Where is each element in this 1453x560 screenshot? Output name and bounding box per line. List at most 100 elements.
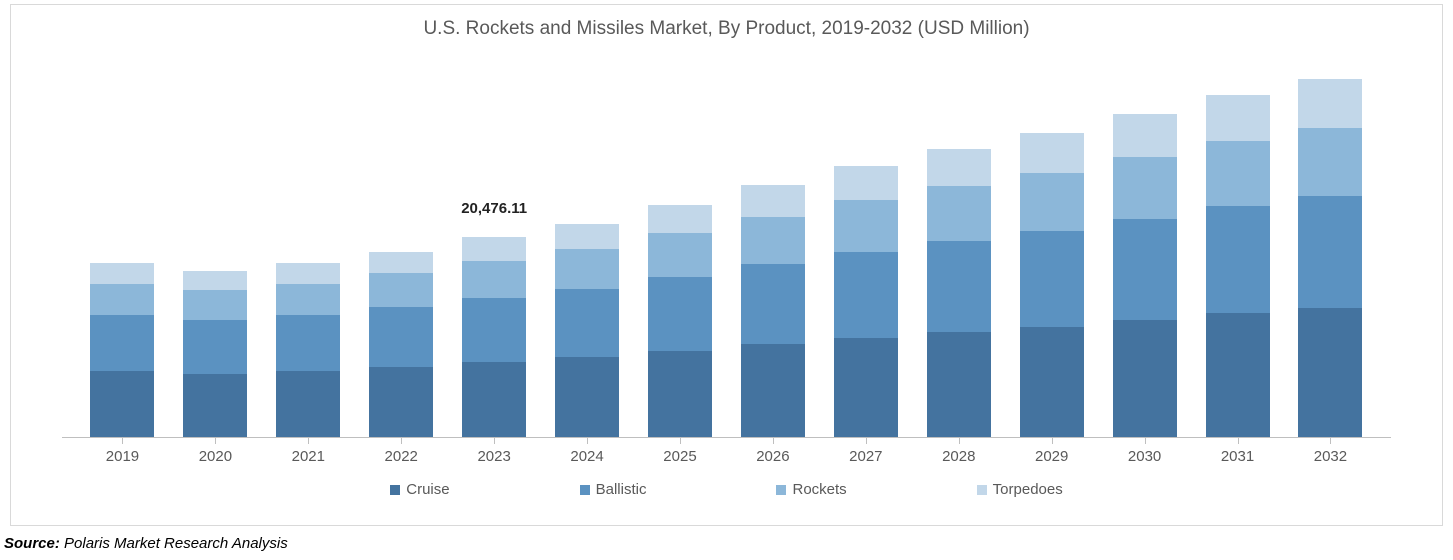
- bar-segment-ballistic: [276, 315, 340, 371]
- legend-item-cruise: Cruise: [390, 481, 449, 498]
- bar-segment-rockets: [834, 200, 898, 252]
- bar-column: [912, 48, 1005, 437]
- x-tick-label: 2022: [355, 448, 448, 465]
- bar-segment-rockets: [276, 284, 340, 315]
- x-tick: 2029: [1005, 438, 1098, 465]
- bar-segment-ballistic: [1206, 206, 1270, 313]
- x-tick-label: 2020: [169, 448, 262, 465]
- bar-column: [76, 48, 169, 437]
- bar-segment-ballistic: [90, 315, 154, 371]
- bar-stack: [648, 205, 712, 437]
- bar-segment-rockets: [741, 217, 805, 265]
- bars-group: 20,476.11: [62, 48, 1391, 437]
- legend-swatch: [977, 485, 987, 495]
- x-tick-label: 2021: [262, 448, 355, 465]
- x-tick-label: 2032: [1284, 448, 1377, 465]
- legend-label: Cruise: [406, 481, 449, 498]
- x-tick: 2024: [541, 438, 634, 465]
- bar-column: [355, 48, 448, 437]
- bar-stack: [555, 224, 619, 438]
- legend-swatch: [390, 485, 400, 495]
- bar-column: [1191, 48, 1284, 437]
- bar-segment-cruise: [927, 332, 991, 437]
- bar-stack: [1020, 133, 1084, 437]
- bar-segment-torpedoes: [90, 263, 154, 283]
- x-tick-label: 2029: [1005, 448, 1098, 465]
- bar-segment-rockets: [369, 273, 433, 307]
- legend-label: Torpedoes: [993, 481, 1063, 498]
- bar-stack: [1206, 95, 1270, 437]
- bar-segment-ballistic: [369, 307, 433, 366]
- bar-segment-rockets: [1113, 157, 1177, 218]
- legend: Cruise Ballistic Rockets Torpedoes: [18, 481, 1435, 498]
- x-tick: 2030: [1098, 438, 1191, 465]
- bar-segment-cruise: [834, 338, 898, 437]
- x-tick: 2027: [819, 438, 912, 465]
- bar-segment-rockets: [90, 284, 154, 315]
- bar-segment-cruise: [1020, 327, 1084, 437]
- x-tick: 2028: [912, 438, 1005, 465]
- x-tick-label: 2024: [541, 448, 634, 465]
- bar-stack: [90, 263, 154, 437]
- bar-segment-torpedoes: [183, 271, 247, 290]
- bar-segment-torpedoes: [741, 185, 805, 216]
- bar-segment-torpedoes: [1113, 114, 1177, 157]
- bar-segment-rockets: [927, 186, 991, 241]
- x-tick-label: 2025: [634, 448, 727, 465]
- bar-column: [541, 48, 634, 437]
- bar-segment-torpedoes: [1298, 79, 1362, 128]
- bar-column: [726, 48, 819, 437]
- bar-stack: [927, 149, 991, 437]
- bar-segment-torpedoes: [1020, 133, 1084, 173]
- x-tick-label: 2019: [76, 448, 169, 465]
- x-axis: 2019202020212022202320242025202620272028…: [62, 438, 1391, 465]
- chart-container: U.S. Rockets and Missiles Market, By Pro…: [0, 0, 1453, 560]
- bar-segment-ballistic: [462, 298, 526, 362]
- bar-column: [819, 48, 912, 437]
- bar-segment-torpedoes: [369, 252, 433, 273]
- bar-column: [169, 48, 262, 437]
- bar-stack: [183, 271, 247, 437]
- legend-swatch: [580, 485, 590, 495]
- bar-stack: [462, 237, 526, 437]
- source-prefix: Source:: [4, 535, 64, 552]
- bar-segment-cruise: [1206, 313, 1270, 437]
- bar-segment-cruise: [462, 362, 526, 437]
- bar-stack: [1113, 114, 1177, 437]
- x-tick: 2023: [448, 438, 541, 465]
- bar-segment-ballistic: [1020, 231, 1084, 327]
- bar-stack: [741, 185, 805, 437]
- legend-label: Rockets: [792, 481, 846, 498]
- bar-stack: [834, 166, 898, 437]
- bar-segment-cruise: [1298, 308, 1362, 437]
- bar-column: [1098, 48, 1191, 437]
- legend-item-ballistic: Ballistic: [580, 481, 647, 498]
- bar-segment-ballistic: [183, 320, 247, 374]
- source-text: Polaris Market Research Analysis: [64, 535, 288, 552]
- bar-segment-ballistic: [555, 289, 619, 357]
- legend-item-torpedoes: Torpedoes: [977, 481, 1063, 498]
- x-tick: 2020: [169, 438, 262, 465]
- bar-segment-ballistic: [741, 264, 805, 344]
- x-tick: 2022: [355, 438, 448, 465]
- data-callout-label: 20,476.11: [461, 200, 527, 217]
- bar-stack: [276, 263, 340, 437]
- bar-segment-cruise: [648, 351, 712, 437]
- x-tick-label: 2026: [726, 448, 819, 465]
- bar-segment-cruise: [276, 371, 340, 437]
- x-tick: 2031: [1191, 438, 1284, 465]
- bar-segment-cruise: [183, 374, 247, 437]
- bar-column: [1284, 48, 1377, 437]
- bar-segment-cruise: [90, 371, 154, 437]
- bar-segment-torpedoes: [834, 166, 898, 200]
- bar-segment-ballistic: [1113, 219, 1177, 320]
- bar-segment-rockets: [183, 290, 247, 320]
- bar-segment-torpedoes: [927, 149, 991, 186]
- bar-segment-rockets: [462, 261, 526, 298]
- bar-segment-cruise: [555, 357, 619, 437]
- legend-label: Ballistic: [596, 481, 647, 498]
- x-tick-label: 2027: [819, 448, 912, 465]
- bar-segment-rockets: [1020, 173, 1084, 232]
- bar-segment-cruise: [741, 344, 805, 437]
- bar-column: [634, 48, 727, 437]
